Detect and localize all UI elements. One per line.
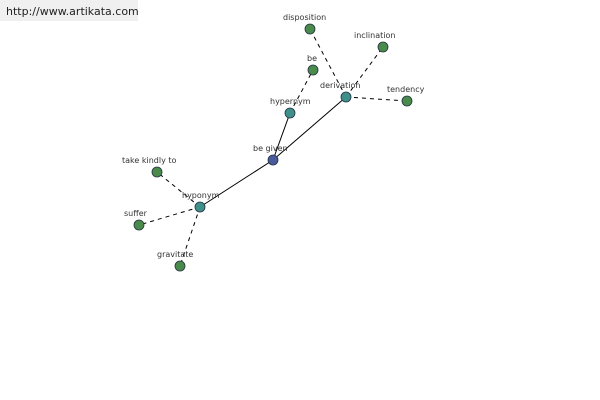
- node-label: tendency: [387, 85, 425, 94]
- edges: [138, 28, 408, 267]
- edge: [289, 69, 314, 114]
- node[interactable]: [377, 41, 389, 53]
- node[interactable]: [307, 64, 319, 76]
- edge: [309, 28, 347, 98]
- edge: [345, 96, 408, 102]
- node[interactable]: [340, 91, 352, 103]
- node-label: disposition: [283, 13, 326, 22]
- node[interactable]: [304, 23, 316, 35]
- url: http://www.artikata.com: [6, 5, 139, 18]
- edge: [179, 206, 201, 267]
- node-label: inclination: [354, 31, 395, 40]
- edge: [156, 171, 201, 208]
- node[interactable]: [151, 166, 163, 178]
- node[interactable]: [133, 219, 145, 231]
- edge: [138, 206, 201, 226]
- node-label: be given: [253, 144, 288, 153]
- edge: [345, 46, 384, 98]
- url-bar: [0, 0, 138, 21]
- node[interactable]: [194, 201, 206, 213]
- node-label: gravitate: [157, 250, 193, 259]
- node[interactable]: [267, 154, 279, 166]
- node-label: hypernym: [270, 97, 311, 106]
- node-label: derivation: [320, 81, 360, 90]
- node-label: suffer: [124, 209, 148, 218]
- nodes: be given hypernym derivation hyponym disposi…: [122, 13, 425, 272]
- node[interactable]: [401, 95, 413, 107]
- node-label: hyponym: [182, 191, 220, 200]
- edge: [199, 159, 274, 208]
- edge: [272, 112, 291, 161]
- node-label: take kindly to: [122, 156, 176, 165]
- node[interactable]: [284, 107, 296, 119]
- node[interactable]: [174, 260, 186, 272]
- node-label: be: [307, 54, 317, 63]
- edge: [272, 96, 347, 161]
